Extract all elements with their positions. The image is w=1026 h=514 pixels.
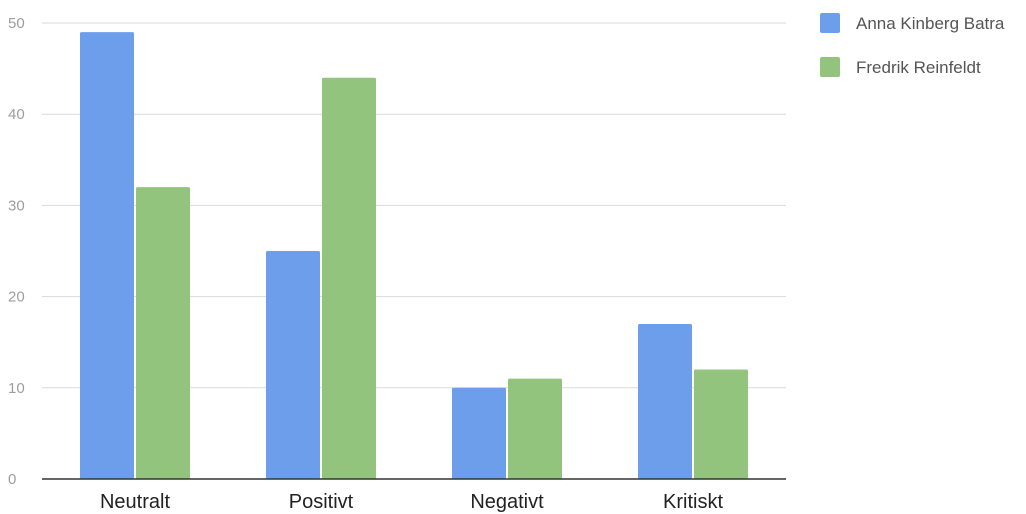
bar-kritiskt-series-1[interactable] [638,323,692,479]
bar-negativt-series-1[interactable] [452,387,506,479]
y-tick-label: 10 [8,380,25,397]
x-category-label: Negativt [470,491,544,513]
y-tick-label: 30 [8,197,25,214]
bar-negativt-series-2[interactable] [508,378,562,479]
bar-positivt-series-1[interactable] [266,251,320,479]
x-category-label: Positivt [289,491,354,513]
y-axis-ticks: 0 10 20 30 40 50 [8,15,25,488]
y-tick-label: 40 [8,106,25,123]
y-tick-label: 50 [8,15,25,32]
bar-kritiskt-series-2[interactable] [694,369,748,479]
legend[interactable]: Anna Kinberg Batra Fredrik Reinfeldt [820,13,1005,77]
bar-neutralt-series-2[interactable] [136,187,190,479]
y-tick-label: 0 [8,471,16,488]
x-axis-labels: Neutralt Positivt Negativt Kritiskt [100,491,723,513]
bar-positivt-series-2[interactable] [322,77,376,479]
bar-neutralt-series-1[interactable] [80,32,134,480]
legend-swatch [820,57,840,77]
legend-label: Fredrik Reinfeldt [856,58,981,77]
y-tick-label: 20 [8,289,25,306]
x-category-label: Kritiskt [663,491,723,513]
x-category-label: Neutralt [100,491,170,513]
legend-swatch [820,13,840,33]
legend-label: Anna Kinberg Batra [856,14,1005,33]
bars [80,32,748,480]
